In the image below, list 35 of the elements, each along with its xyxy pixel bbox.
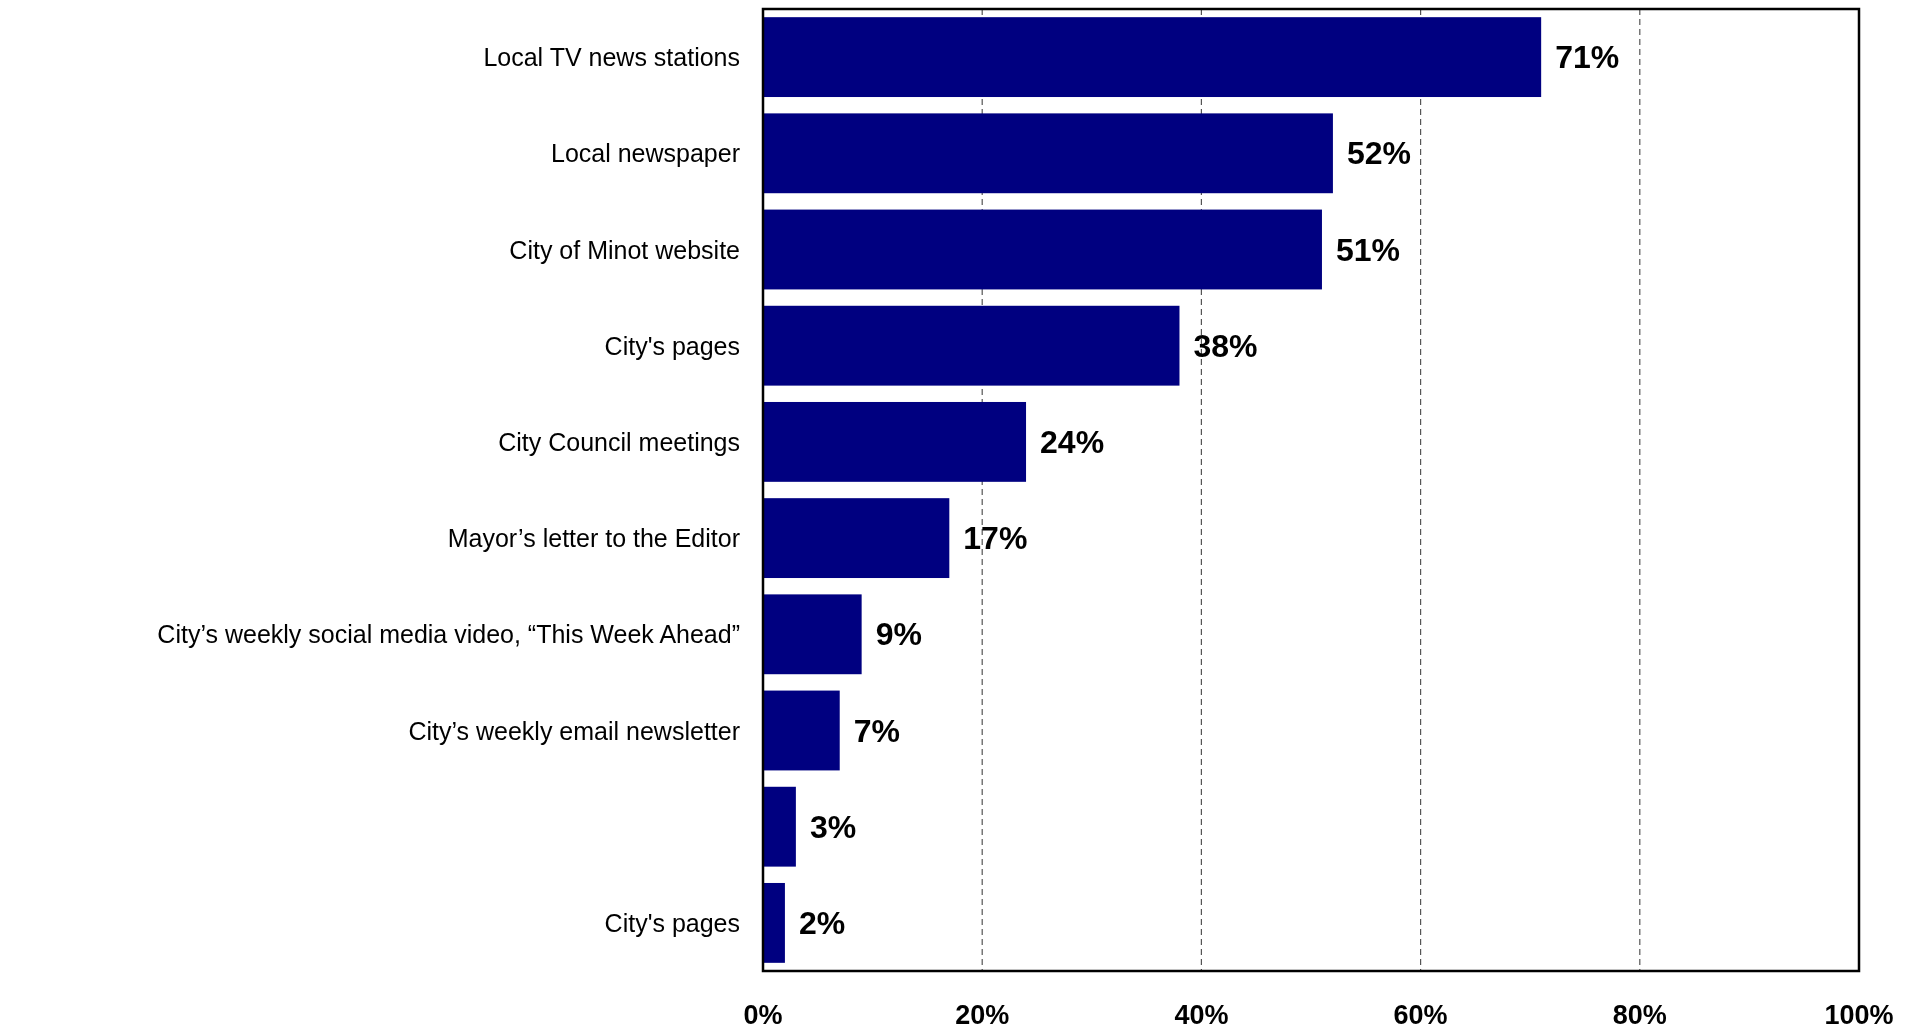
y-tick-label: City's pages xyxy=(604,331,740,360)
bar xyxy=(763,401,1027,482)
x-tick-label: 60% xyxy=(1393,1000,1448,1026)
x-tick-label: 100% xyxy=(1824,1000,1894,1026)
data-label: 9% xyxy=(875,616,922,653)
y-tick-label: City's pages xyxy=(604,908,740,937)
bar xyxy=(763,690,840,771)
x-tick-label: 40% xyxy=(1174,1000,1229,1026)
data-label: 52% xyxy=(1346,135,1411,172)
y-tick-label: City’s weekly email newsletter xyxy=(408,716,740,745)
data-label: 24% xyxy=(1040,423,1105,460)
bar xyxy=(763,882,785,963)
data-label: 71% xyxy=(1555,39,1620,76)
data-label: 17% xyxy=(963,520,1028,557)
y-tick-label: City’s weekly social media video, “This Week Ahead” xyxy=(157,620,740,649)
bar xyxy=(763,305,1180,386)
bar xyxy=(763,209,1322,290)
y-tick-label: Mayor’s letter to the Editor xyxy=(447,524,740,553)
x-tick-label: 80% xyxy=(1612,1000,1667,1026)
x-tick-label: 0% xyxy=(743,1000,783,1026)
bar xyxy=(763,594,862,675)
y-tick-label: Local TV news stations xyxy=(483,43,740,72)
data-label: 2% xyxy=(798,904,846,941)
x-tick-label: 20% xyxy=(955,1000,1010,1026)
y-tick-label: Local newspaper xyxy=(550,139,740,168)
y-tick-label: City of Minot website xyxy=(509,235,740,264)
bar xyxy=(763,17,1542,98)
y-tick-label: City Council meetings xyxy=(498,427,740,456)
data-label: 7% xyxy=(853,712,900,749)
data-label: 3% xyxy=(809,808,857,845)
bar xyxy=(763,786,796,867)
bar xyxy=(763,113,1333,194)
data-label: 51% xyxy=(1335,231,1401,268)
data-label: 38% xyxy=(1193,327,1258,364)
bar xyxy=(763,498,950,579)
